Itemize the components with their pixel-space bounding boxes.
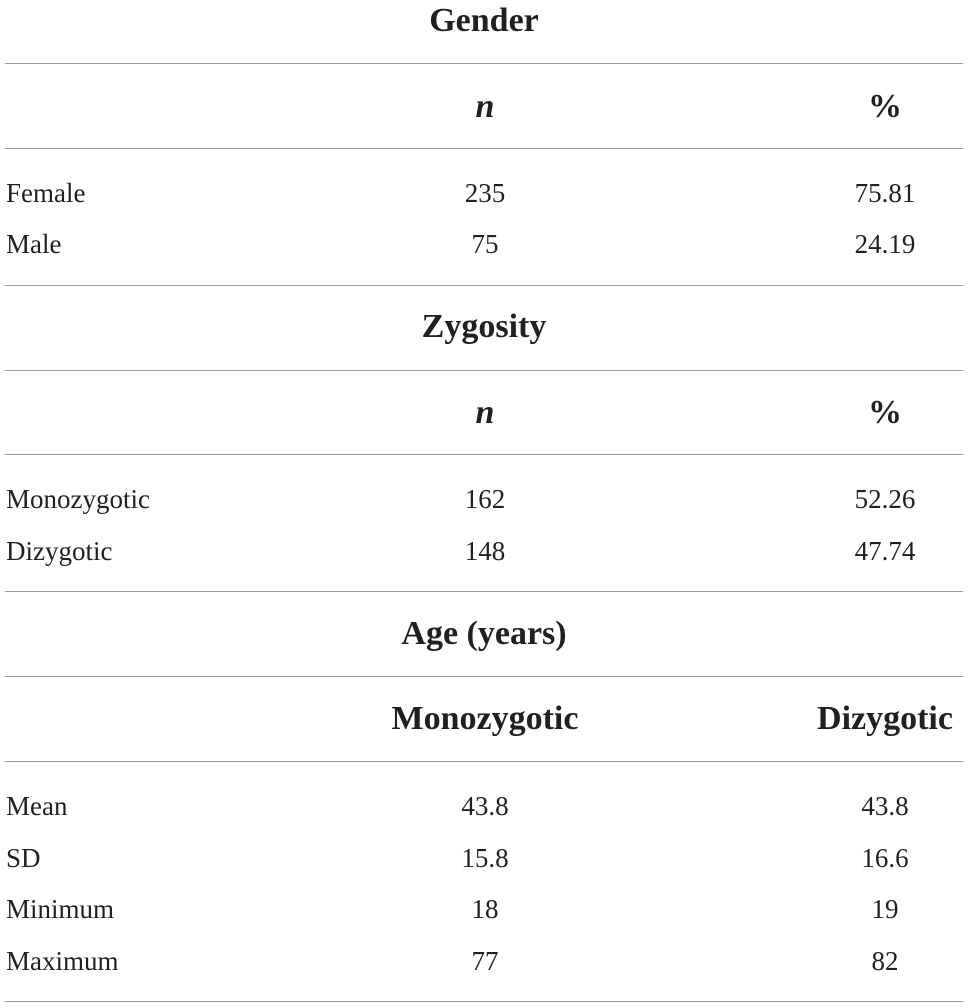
column-header-percent: % xyxy=(868,88,902,125)
table-rule xyxy=(5,285,963,286)
table-rule xyxy=(5,370,963,371)
row-label-female: Female xyxy=(6,178,86,208)
cell-mean-dizygotic: 43.8 xyxy=(861,791,909,821)
table-rule xyxy=(5,761,963,762)
cell-maximum-monozygotic: 77 xyxy=(471,946,499,976)
cell-minimum-monozygotic: 18 xyxy=(471,894,499,924)
column-header-percent: % xyxy=(868,394,902,431)
section-title-zygosity: Zygosity xyxy=(421,308,547,345)
cell-minimum-dizygotic: 19 xyxy=(871,894,899,924)
section-title-age: Age (years) xyxy=(401,615,567,652)
row-label-male: Male xyxy=(6,229,62,259)
section-title-gender: Gender xyxy=(429,2,539,39)
table-rule xyxy=(5,148,963,149)
row-label-maximum: Maximum xyxy=(6,946,119,976)
cell-sd-monozygotic: 15.8 xyxy=(461,843,509,873)
table-rule xyxy=(5,454,963,455)
cell-mean-monozygotic: 43.8 xyxy=(461,791,509,821)
row-label-sd: SD xyxy=(6,843,41,873)
cell-male-n: 75 xyxy=(471,229,499,259)
cell-dizygotic-percent: 47.74 xyxy=(854,536,916,566)
column-header-n: n xyxy=(475,394,495,431)
cell-maximum-dizygotic: 82 xyxy=(871,946,899,976)
column-header-monozygotic: Monozygotic xyxy=(391,700,579,737)
cell-sd-dizygotic: 16.6 xyxy=(861,843,909,873)
table-rule xyxy=(5,676,963,677)
column-header-dizygotic: Dizygotic xyxy=(817,700,953,737)
cell-monozygotic-percent: 52.26 xyxy=(854,484,916,514)
table-rule xyxy=(5,1001,963,1002)
row-label-minimum: Minimum xyxy=(6,894,115,924)
cell-female-n: 235 xyxy=(464,178,506,208)
cell-male-percent: 24.19 xyxy=(854,229,916,259)
cell-dizygotic-n: 148 xyxy=(464,536,506,566)
row-label-monozygotic: Monozygotic xyxy=(6,484,150,514)
table-rule xyxy=(5,63,963,64)
row-label-mean: Mean xyxy=(6,791,68,821)
column-header-n: n xyxy=(475,88,495,125)
cell-monozygotic-n: 162 xyxy=(464,484,506,514)
table-rule xyxy=(5,591,963,592)
row-label-dizygotic: Dizygotic xyxy=(6,536,113,566)
cell-female-percent: 75.81 xyxy=(854,178,916,208)
